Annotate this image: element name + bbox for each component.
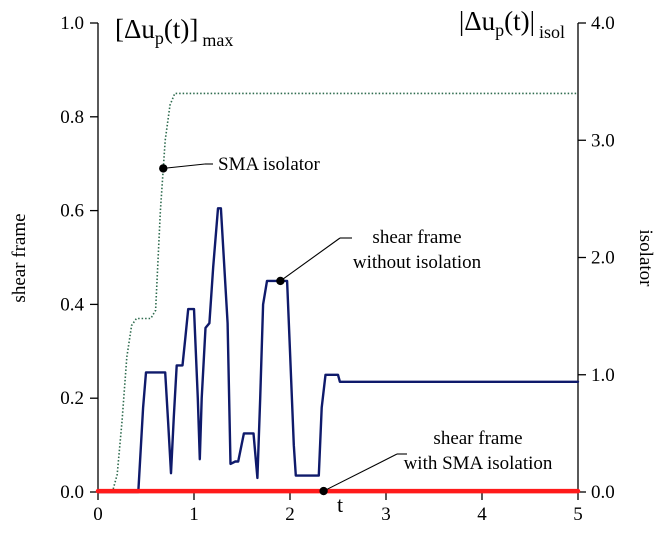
right-tick-label: 3.0 xyxy=(591,130,615,151)
left-tick-label: 0.4 xyxy=(60,294,84,315)
annotation-leader xyxy=(163,163,206,169)
left-tick-label: 0.0 xyxy=(60,482,84,503)
right_axis-title: |Δup(t)| isol xyxy=(459,6,565,42)
left_axis-title-sub: p xyxy=(155,28,164,48)
left-tick-label: 0.6 xyxy=(60,201,84,222)
x-tick-label: 3 xyxy=(381,504,391,525)
annotation-text: shear frame xyxy=(372,227,461,248)
annotation-marker xyxy=(276,276,285,286)
annotation-leader xyxy=(323,453,398,492)
right_axis-title-tail: (t)| xyxy=(504,6,535,36)
left-tick-label: 0.2 xyxy=(60,388,84,409)
series-line-0 xyxy=(98,92,578,493)
annotation-text: shear frame xyxy=(433,428,522,449)
left_axis-title-main: [Δu xyxy=(115,14,155,44)
series-line-1 xyxy=(96,207,580,494)
x-tick-label: 2 xyxy=(285,504,295,525)
annotation-text: SMA isolator xyxy=(218,154,321,175)
left_axis-title-tail: (t)] xyxy=(164,14,198,44)
annotation-marker xyxy=(319,486,328,496)
x-tick-label: 5 xyxy=(573,504,583,525)
annotation-leader xyxy=(280,237,341,282)
right_axis-title-sub: p xyxy=(495,20,504,40)
x-tick-label: 1 xyxy=(189,504,199,525)
x-axis-label: t xyxy=(337,492,343,517)
x-tick-label: 4 xyxy=(477,504,487,525)
right_axis-title-suffix: isol xyxy=(539,22,565,42)
series-layer xyxy=(95,92,581,494)
left_axis-title-suffix: max xyxy=(202,30,233,50)
left-axis-label: shear frame xyxy=(9,213,30,302)
left-tick-label: 1.0 xyxy=(60,13,84,34)
right_axis-title-main: |Δu xyxy=(459,6,496,36)
annotation-text: without isolation xyxy=(353,252,482,273)
right-tick-label: 2.0 xyxy=(591,248,615,269)
annotation-text: with SMA isolation xyxy=(404,453,553,474)
right-tick-label: 0.0 xyxy=(591,482,615,503)
left-tick-label: 0.8 xyxy=(60,107,84,128)
axes-layer: 0 1 2 3 4 5 0.0 0.2 0.4 0.6 0.8 1.0 0.0 1.0 2.0 3.0 4.0 xyxy=(60,13,615,525)
right-tick-label: 1.0 xyxy=(591,365,615,386)
left_axis-title: [Δup(t)] max xyxy=(115,14,233,50)
right-axis-label: isolator xyxy=(635,230,656,288)
annotation-marker xyxy=(159,164,168,173)
x-tick-label: 0 xyxy=(93,504,103,525)
right-tick-label: 4.0 xyxy=(591,13,615,34)
annotation-layer: SMA isolator shear frame without isolation… xyxy=(159,154,553,496)
